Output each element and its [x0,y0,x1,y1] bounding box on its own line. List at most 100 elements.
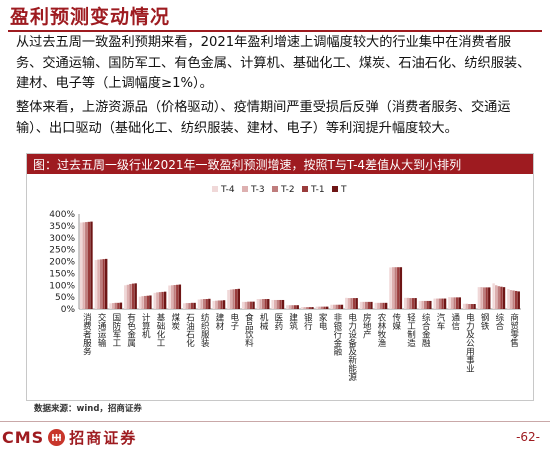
paragraph-1: 从过去五周一致盈利预期来看，2021年盈利增速上调幅度较大的行业集中在消费者服务… [16,35,531,91]
bar [384,302,388,309]
bar [134,283,137,309]
bar [453,297,456,309]
bar [144,295,147,309]
y-tick-label: 50% [55,293,75,303]
bar [190,302,194,309]
bar [397,267,400,309]
logo-cms-text: CMS [2,428,45,447]
bar [377,302,380,309]
bar [345,297,348,309]
bar [197,299,201,309]
bar [318,306,321,309]
bar [141,296,144,309]
x-tick-label: 综合 [494,312,504,331]
bar [311,307,314,309]
bar [220,300,223,309]
x-tick-label: 纺织服装 [199,312,209,348]
bar [215,300,218,309]
paragraph-2: 整体来看，上游资源品（价格驱动）、疫情期间严重受损后反弹（消费者服务、交通运输）… [16,100,511,136]
bar [87,221,91,309]
x-tick-label: 医药 [273,313,283,331]
x-tick-label: 机械 [258,312,268,331]
x-tick-label: 传媒 [391,312,401,331]
bar [279,299,282,309]
bar [512,290,515,309]
bar [124,285,127,309]
x-tick-label: 石油石化 [185,313,195,348]
bar [168,285,171,309]
y-tick-label: 350% [49,222,75,232]
bar [465,303,468,309]
bar [438,298,442,309]
bar [359,301,363,309]
bar [374,302,377,309]
bar [409,298,412,309]
bar [138,296,142,309]
bar [389,267,392,309]
bar [249,301,253,309]
bar [178,284,182,309]
bar [256,299,260,309]
bar [149,295,152,309]
bar [462,303,466,309]
bar [296,305,299,309]
bar [267,299,270,309]
x-tick-label: 电力设备及新能源 [347,312,357,382]
x-tick-label: 电力及公用事业 [464,312,474,372]
bar [365,301,368,309]
x-tick-label: 银行 [302,312,312,331]
bar [406,297,409,309]
bar [485,287,488,309]
bar [173,285,176,309]
bar [500,286,503,309]
legend-label: T [340,185,347,195]
bar [202,299,206,309]
bar [468,304,471,309]
bar [482,287,486,309]
bar [170,285,174,309]
y-tick-label: 250% [49,246,75,256]
bar [102,259,105,309]
chart-title: 图：过去五周一级行业2021年一致盈利预测增速，按照T与T-4差值从大到小排列 [33,158,462,172]
bar [205,299,208,309]
x-tick-label: 钢铁 [479,312,489,331]
bar [488,287,491,309]
bar [394,267,397,309]
logo-emblem-icon [48,429,66,446]
bar [291,305,294,309]
bar [404,297,407,309]
footer-divider [0,421,550,422]
bar [456,297,459,309]
bar [507,289,510,309]
x-tick-label: 家电 [317,312,327,330]
bar [212,300,215,309]
legend-label: T-2 [280,185,295,195]
bar [235,289,238,309]
x-tick-label: 建筑 [288,312,298,331]
bar [85,222,88,309]
y-tick-label: 100% [49,281,75,291]
bar [470,304,474,309]
bar [264,299,267,309]
bar [421,300,424,309]
bar [399,267,403,309]
bar [200,299,203,309]
y-tick-label: 200% [49,258,75,268]
bar [450,297,454,309]
bar [90,221,93,309]
bar [276,299,279,309]
bar [458,297,461,309]
page-number: -62- [516,430,540,444]
x-tick-label: 农林牧渔 [376,312,386,347]
bar [502,287,506,309]
bar [411,298,415,309]
bar [293,305,297,309]
bar [188,303,191,309]
bar [114,302,117,309]
bar [161,291,164,309]
bar [448,297,451,309]
bar [131,283,135,309]
bar [517,291,520,309]
bar [94,260,97,309]
bar [176,284,179,309]
